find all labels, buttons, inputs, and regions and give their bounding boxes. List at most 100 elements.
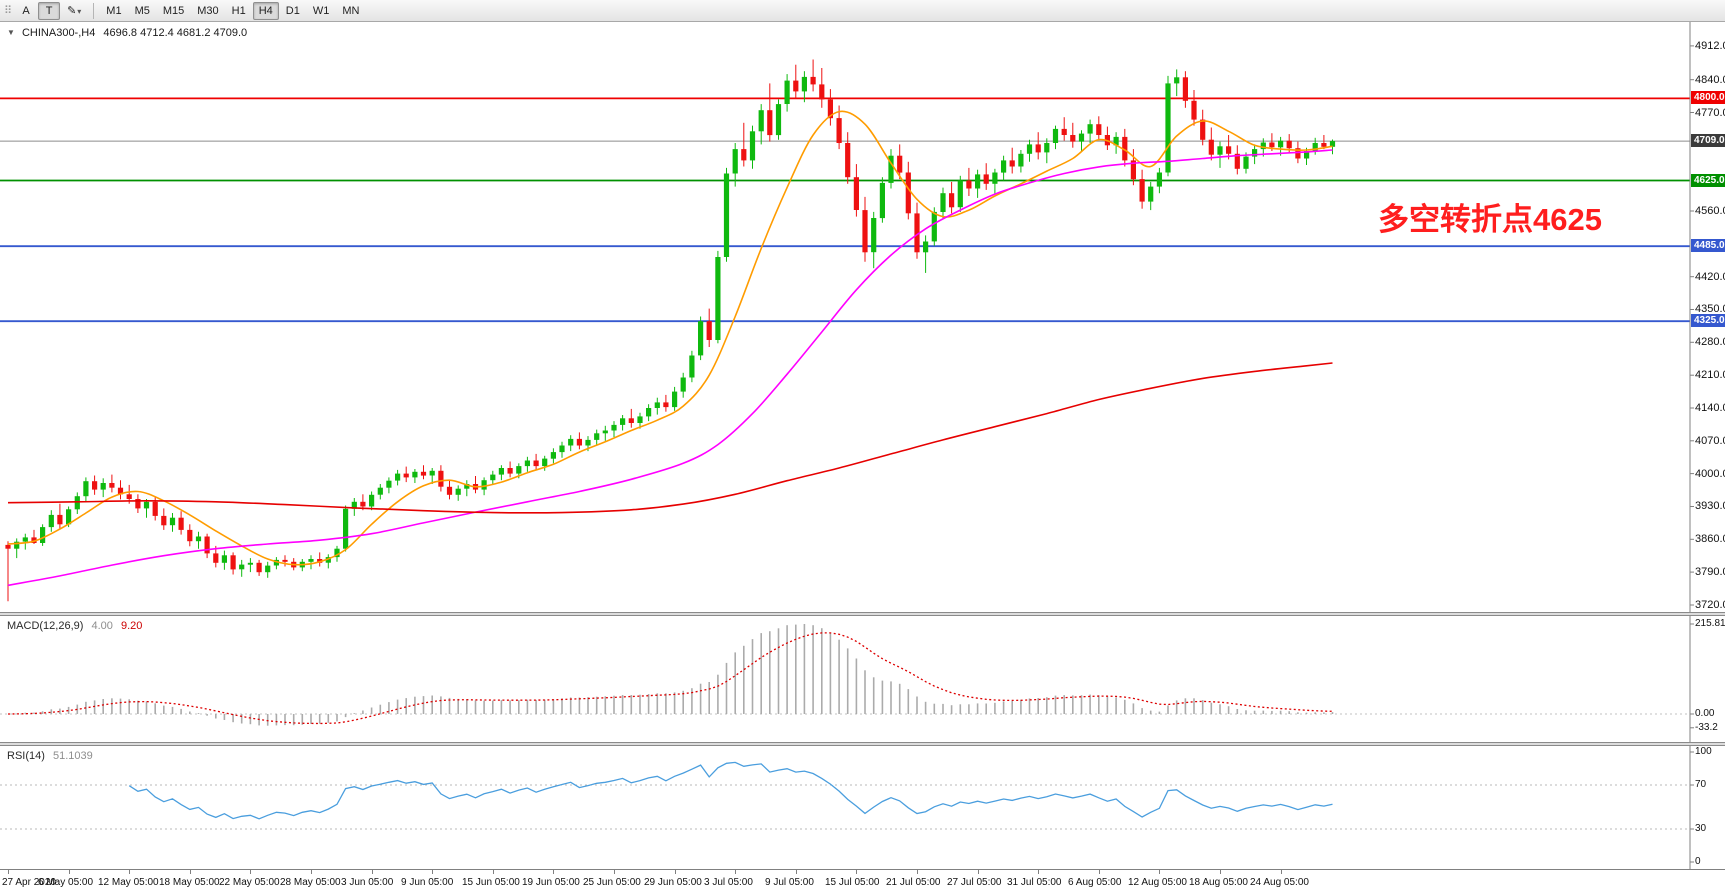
time-tick: [372, 870, 373, 874]
time-tick: [917, 870, 918, 874]
rsi-axis-label: 100: [1695, 746, 1712, 757]
time-tick-label: 3 Jun 05:00: [341, 877, 394, 888]
price-level-tag: 4800.0: [1691, 91, 1725, 105]
time-tick-label: 29 Jun 05:00: [644, 877, 702, 888]
time-tick: [1038, 870, 1039, 874]
time-tick-label: 18 Aug 05:00: [1189, 877, 1248, 888]
time-tick-label: 27 Jul 05:00: [947, 877, 1002, 888]
time-tick: [796, 870, 797, 874]
text-tool-button[interactable]: T: [38, 1, 61, 20]
price-level-tag: 4485.0: [1691, 239, 1725, 253]
dropdown-caret-icon: ▾: [77, 6, 82, 16]
time-tick-label: 15 Jun 05:00: [462, 877, 520, 888]
time-tick: [432, 870, 433, 874]
tool-buttons: A T ✎▾: [15, 1, 87, 20]
rsi-value: 51.1039: [52, 750, 93, 762]
time-tick-label: 9 Jul 05:00: [765, 877, 814, 888]
rsi-indicator-label: RSI(14) 51.1039: [7, 750, 93, 762]
timeframe-button-m15[interactable]: M15: [157, 2, 190, 20]
timeframe-button-m30[interactable]: M30: [191, 2, 224, 20]
price-tick-label: 4000.0: [1695, 467, 1725, 480]
main-chart-canvas[interactable]: [0, 22, 1725, 612]
toolbar-separator: [93, 2, 95, 19]
time-tick-label: 15 Jul 05:00: [825, 877, 880, 888]
price-tick-label: 3930.0: [1695, 500, 1725, 513]
price-tick-label: 4840.0: [1695, 73, 1725, 86]
draw-tool-button[interactable]: ✎▾: [61, 2, 87, 20]
time-tick: [250, 870, 251, 874]
price-tick-label: 3720.0: [1695, 598, 1725, 611]
price-tick-label: 4210.0: [1695, 369, 1725, 382]
chart-ohlc-values: 4696.8 4712.4 4681.2 4709.0: [103, 27, 248, 39]
time-tick: [735, 870, 736, 874]
time-tick: [614, 870, 615, 874]
rsi-name: RSI(14): [7, 750, 45, 762]
price-tick-label: 4350.0: [1695, 303, 1725, 316]
time-tick: [69, 870, 70, 874]
time-tick-label: 25 Jun 05:00: [583, 877, 641, 888]
rsi-axis-label: 70: [1695, 779, 1707, 790]
price-tick-label: 4560.0: [1695, 205, 1725, 217]
time-tick: [978, 870, 979, 874]
collapse-chart-icon[interactable]: ▼: [7, 28, 15, 37]
timeframe-button-m1[interactable]: M1: [100, 2, 127, 20]
macd-signal-value: 9.20: [120, 620, 143, 632]
price-tick-label: 4420.0: [1695, 270, 1725, 283]
macd-panel-canvas[interactable]: [0, 616, 1725, 742]
chart-annotation: 多空转折点4625: [1378, 202, 1602, 237]
macd-main-value: 4.00: [91, 620, 113, 632]
time-tick-label: 28 May 05:00: [280, 877, 341, 888]
macd-axis-label: 215.81: [1695, 618, 1725, 629]
time-tick-label: 12 Aug 05:00: [1128, 877, 1187, 888]
time-tick: [493, 870, 494, 874]
time-tick: [1220, 870, 1221, 874]
time-tick-label: 3 Jul 05:00: [704, 877, 753, 888]
time-tick: [1099, 870, 1100, 874]
time-tick-label: 22 May 05:00: [219, 877, 280, 888]
price-tick-label: 4770.0: [1695, 106, 1725, 119]
time-tick: [675, 870, 676, 874]
price-tick-label: 3860.0: [1695, 533, 1725, 546]
panel-divider[interactable]: [0, 742, 1725, 746]
time-tick-label: 27 Apr 2020: [2, 877, 56, 888]
macd-axis-label: 0.00: [1695, 708, 1715, 719]
rsi-axis-label: 0: [1695, 856, 1701, 867]
price-tick-label: 4912.0: [1695, 39, 1725, 52]
time-tick-label: 24 Aug 05:00: [1250, 877, 1309, 888]
macd-axis-label: -33.2: [1695, 721, 1718, 733]
price-tick-label: 3790.0: [1695, 566, 1725, 579]
cursor-tool-button[interactable]: A: [15, 2, 37, 20]
timeframe-button-m5[interactable]: M5: [129, 2, 156, 20]
time-tick-label: 21 Jul 05:00: [886, 877, 941, 888]
time-tick: [856, 870, 857, 874]
time-tick-label: 18 May 05:00: [159, 877, 220, 888]
time-tick: [311, 870, 312, 874]
rsi-axis-label: 30: [1695, 823, 1707, 834]
time-axis[interactable]: 27 Apr 2020 6 May 05:00 12 May 05:00 18 May…: [0, 869, 1725, 893]
price-tick-label: 4070.0: [1695, 434, 1725, 447]
timeframe-button-w1[interactable]: W1: [307, 2, 336, 20]
time-tick: [553, 870, 554, 874]
panel-divider[interactable]: [0, 612, 1725, 616]
timeframe-buttons: M1 M5 M15 M30 H1 H4 D1 W1 MN: [100, 1, 365, 20]
time-tick-label: 9 Jun 05:00: [401, 877, 454, 888]
price-level-tag: 4325.0: [1691, 314, 1725, 328]
time-tick: [1281, 870, 1282, 874]
timeframe-button-mn[interactable]: MN: [336, 2, 365, 20]
time-tick-label: 12 May 05:00: [98, 877, 159, 888]
time-tick-label: 19 Jun 05:00: [522, 877, 580, 888]
timeframe-button-h1[interactable]: H1: [226, 2, 252, 20]
timeframe-button-h4[interactable]: H4: [252, 1, 279, 20]
price-level-tag: 4625.0: [1691, 173, 1725, 187]
price-tick-label: 4140.0: [1695, 401, 1725, 414]
toolbar-grip-icon[interactable]: ⠿: [4, 5, 12, 17]
price-level-tag: 4709.0: [1691, 134, 1725, 148]
chart-title: ▼ CHINA300-,H4 4696.8 4712.4 4681.2 4709…: [7, 27, 247, 39]
time-tick-label: 6 May 05:00: [38, 877, 94, 888]
rsi-panel-canvas[interactable]: [0, 746, 1725, 869]
toolbar: ⠿ A T ✎▾ M1 M5 M15 M30 H1 H4 D1 W1 MN: [0, 0, 1725, 22]
timeframe-button-d1[interactable]: D1: [280, 2, 306, 20]
time-tick: [8, 870, 9, 874]
time-tick-label: 6 Aug 05:00: [1068, 877, 1122, 888]
price-tick-label: 4280.0: [1695, 336, 1725, 349]
